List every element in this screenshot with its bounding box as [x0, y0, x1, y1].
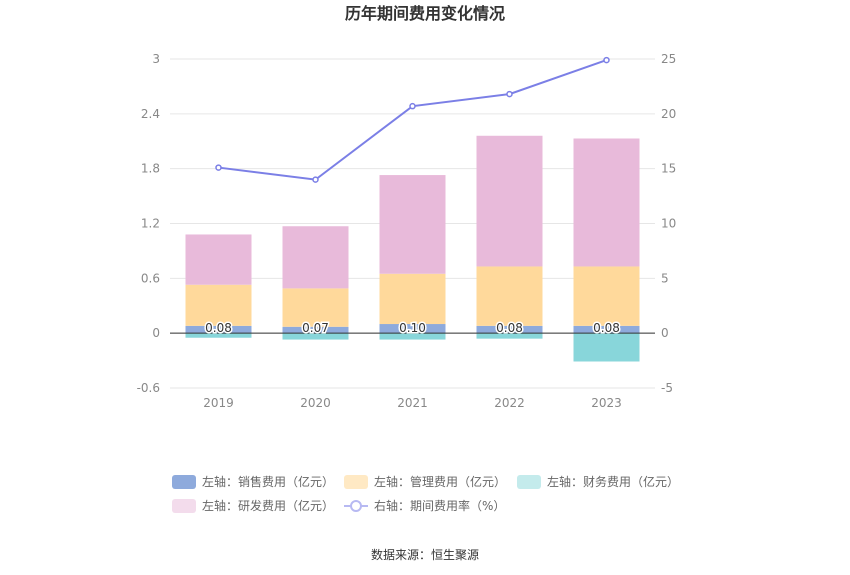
legend-label: 左轴：研发费用（亿元）: [202, 498, 334, 513]
legend-label: 左轴：销售费用（亿元）: [202, 474, 334, 489]
right-tick-label: 10: [661, 217, 676, 231]
bar-segment-2: [282, 333, 349, 340]
legend-label: 左轴：财务费用（亿元）: [547, 474, 679, 489]
x-tick-label: 2022: [494, 396, 525, 410]
right-tick-label: 0: [661, 326, 669, 340]
left-axis: 3 2.4 1.8 1.2 0.6 0 -0.6: [137, 52, 160, 395]
bar-segment-2: [476, 333, 543, 339]
x-tick-label: 2021: [397, 396, 428, 410]
bar-segment-0: [379, 324, 446, 334]
bar-labels: 0.08 0.07 0.10 0.08 0.08: [204, 320, 622, 337]
right-axis: 25 20 15 10 5 0 -5: [661, 52, 676, 395]
bar-segment-2: [573, 333, 640, 362]
left-tick-label: -0.6: [137, 381, 160, 395]
legend-bar-swatch: [172, 499, 196, 513]
bar-segment-1: [573, 266, 640, 326]
bar-data-label: 0.08: [496, 321, 523, 335]
bar-segment-3: [476, 135, 543, 267]
bar-segment-1: [476, 266, 543, 326]
left-tick-label: 0: [152, 326, 160, 340]
x-tick-label: 2023: [591, 396, 622, 410]
right-tick-label: 15: [661, 162, 676, 176]
chart-title: 历年期间费用变化情况: [345, 4, 505, 23]
bar-segment-0: [476, 325, 543, 334]
right-tick-label: 25: [661, 52, 676, 66]
bar-segment-0: [282, 326, 349, 334]
bar-data-label: 0.08: [593, 321, 620, 335]
rate-point: [603, 56, 610, 64]
rate-point: [409, 102, 416, 110]
left-tick-label: 1.8: [141, 162, 160, 176]
bar-segment-0: [573, 325, 640, 334]
bar-segment-3: [282, 226, 349, 289]
left-tick-label: 2.4: [141, 107, 160, 121]
right-tick-label: 20: [661, 107, 676, 121]
bar-segment-1: [185, 284, 252, 326]
bars: [185, 135, 640, 362]
bar-data-label: 0.08: [205, 321, 232, 335]
bar-segment-3: [379, 175, 446, 274]
legend-bar-swatch: [172, 475, 196, 489]
x-tick-label: 2020: [300, 396, 331, 410]
bar-segment-1: [282, 288, 349, 327]
right-tick-label: 5: [661, 271, 669, 285]
left-tick-label: 3: [152, 52, 160, 66]
legend-line-marker: [350, 500, 362, 512]
x-tick-label: 2019: [203, 396, 234, 410]
legend-bar-swatch: [517, 475, 541, 489]
legend-label: 右轴：期间费用率（%）: [374, 498, 505, 513]
bar-segment-3: [185, 234, 252, 285]
rate-point: [215, 164, 222, 171]
legend: 左轴：销售费用（亿元） 左轴：管理费用（亿元） 左轴：财务费用（亿元） 左轴：研发费用…: [172, 474, 679, 513]
rate-point: [506, 90, 513, 98]
legend-label: 左轴：管理费用（亿元）: [374, 474, 506, 489]
bar-data-label: 0.10: [399, 321, 426, 335]
right-tick-label: -5: [661, 381, 673, 395]
legend-bar-swatch: [344, 475, 368, 489]
bar-segment-2: [185, 333, 252, 338]
rate-line: [218, 59, 607, 181]
bar-segment-2: [379, 333, 446, 340]
line-series: [215, 56, 610, 183]
bar-segment-1: [379, 273, 446, 325]
rate-point: [312, 176, 319, 183]
x-axis: 2019 2020 2021 2022 2023: [203, 396, 622, 410]
bar-segment-3: [573, 138, 640, 267]
left-tick-label: 0.6: [141, 271, 160, 285]
bar-data-label: 0.07: [302, 321, 329, 335]
left-tick-label: 1.2: [141, 217, 160, 231]
bar-segment-0: [185, 325, 252, 334]
source-text: 数据来源：恒生聚源: [371, 547, 479, 562]
